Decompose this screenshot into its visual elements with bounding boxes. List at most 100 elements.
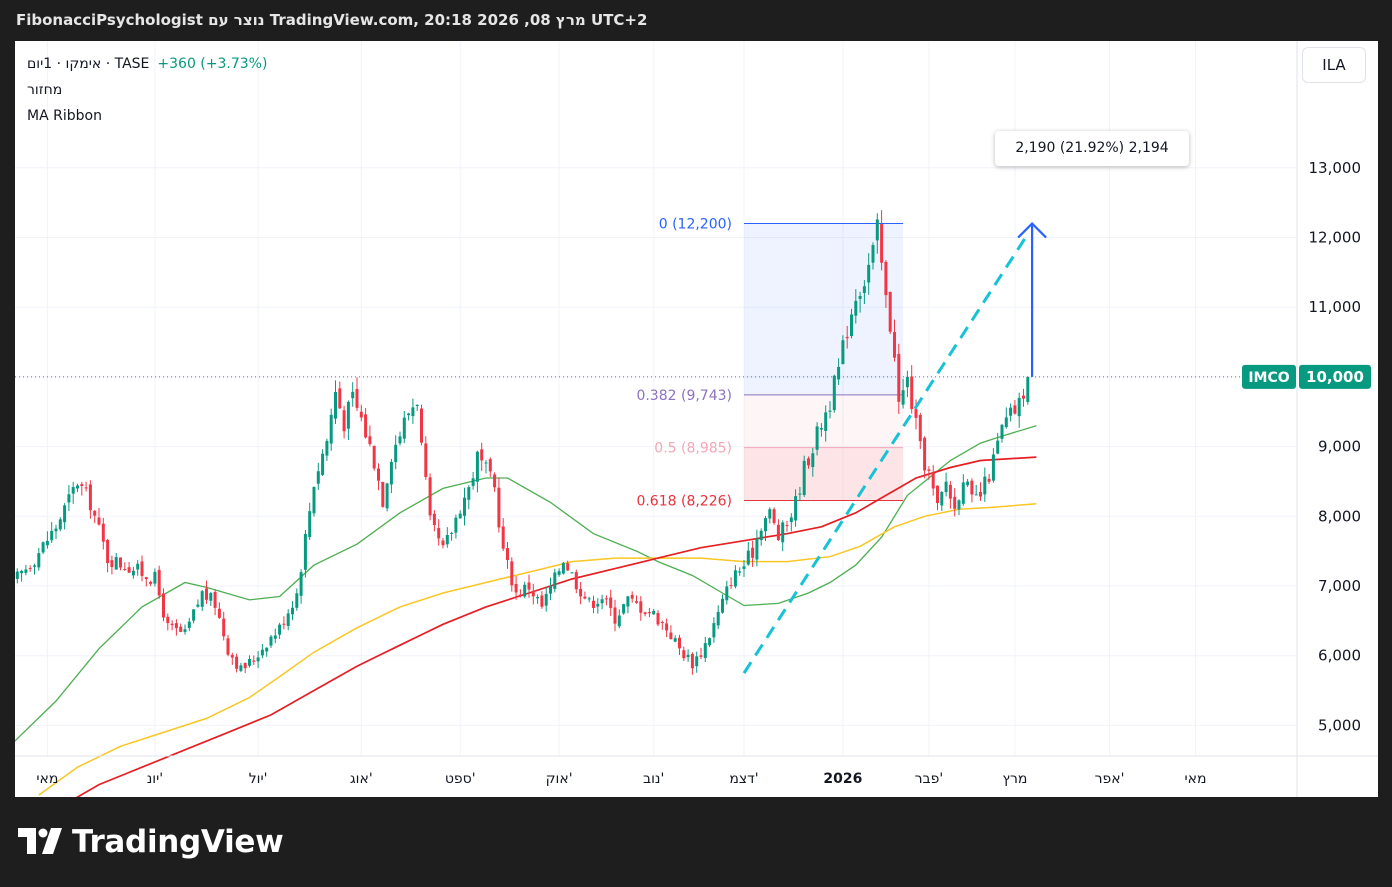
time-tick-label: יול' (249, 771, 268, 787)
candle-body (28, 568, 32, 570)
candle-body (260, 649, 264, 656)
legend-indicator[interactable]: MA Ribbon (27, 108, 102, 124)
candle (308, 502, 312, 541)
candle (781, 520, 785, 552)
candle (303, 530, 307, 578)
candle-body (153, 571, 157, 584)
candle-body (549, 586, 552, 594)
candle-body (222, 618, 226, 637)
candle-body (174, 623, 178, 629)
candle-body (824, 412, 828, 431)
candle (359, 404, 363, 422)
candle (407, 412, 411, 421)
candle-body (226, 638, 230, 655)
fib-level-label: 0.382 (9,743) (636, 388, 732, 404)
candle-body (63, 505, 67, 523)
candle-body (342, 410, 346, 432)
candle-body (811, 453, 815, 468)
candle (106, 538, 110, 573)
candle-body (1013, 405, 1017, 414)
candle (76, 483, 79, 493)
candle (665, 618, 669, 638)
candle (617, 609, 621, 629)
candle-body (303, 533, 307, 570)
currency-button[interactable]: ILA (1302, 47, 1366, 83)
time-tick-label: אפר' (1095, 771, 1125, 787)
candle-body (127, 567, 131, 573)
chart-legend: אימקו · 1יום · TASE +360 (+3.73%) מחזור M… (27, 55, 267, 133)
candle-body (484, 462, 488, 464)
candle (510, 557, 514, 592)
candle (450, 531, 454, 541)
candle-body (157, 569, 161, 596)
grid-lines (15, 41, 1297, 756)
chart-frame[interactable]: 0 (12,200) 0.382 (9,743) 0.5 (8,985) 0.618 … (15, 41, 1378, 797)
candle-body (587, 598, 591, 600)
candle-body (432, 513, 436, 525)
candle-body (114, 557, 118, 570)
fibonacci-retracement[interactable]: 0 (12,200) 0.382 (9,743) 0.5 (8,985) 0.618 … (636, 217, 904, 510)
candle-body (1009, 407, 1013, 416)
candle (570, 572, 574, 574)
candle-body (428, 477, 432, 516)
candle-body (536, 596, 540, 599)
trend-line[interactable] (742, 233, 1030, 674)
candle-body (71, 487, 75, 494)
measure-arrow-head[interactable] (1017, 222, 1047, 239)
candle-body (772, 509, 776, 523)
candle-body (24, 569, 28, 573)
candle (974, 484, 978, 496)
candle-body (467, 487, 471, 500)
price-measure[interactable] (1017, 222, 1047, 377)
candle-body (652, 610, 656, 615)
candle-body (183, 629, 187, 632)
candle (33, 563, 36, 575)
fib-zone (744, 447, 904, 501)
candle (527, 574, 531, 598)
time-tick-label: מאי (1185, 771, 1207, 787)
candle (785, 520, 789, 532)
candle-body (162, 593, 165, 618)
candle (673, 635, 677, 643)
candle (200, 589, 204, 611)
candle (140, 555, 144, 582)
candle (71, 481, 75, 504)
legend-symbol[interactable]: אימקו · 1יום · TASE (27, 56, 150, 72)
candle-body (665, 623, 669, 631)
candle (643, 611, 647, 617)
candle (50, 522, 54, 543)
candle (901, 378, 905, 409)
candle (884, 260, 888, 308)
candle (299, 569, 303, 604)
candle-body (678, 637, 681, 649)
candle (428, 473, 432, 521)
legend-volume[interactable]: מחזור (27, 82, 63, 98)
candle-body (269, 636, 273, 646)
candle (729, 577, 733, 589)
candle-body (802, 460, 806, 496)
trend-dashed-line[interactable] (742, 233, 1030, 674)
candle (897, 343, 901, 414)
candle (523, 581, 527, 599)
candle (699, 647, 703, 660)
candle (239, 662, 243, 673)
candle-body (1022, 395, 1025, 399)
candle-body (905, 376, 909, 388)
candle-body (845, 336, 849, 339)
candle (953, 488, 957, 517)
candle-body (557, 571, 561, 575)
price-chart[interactable]: 0 (12,200) 0.382 (9,743) 0.5 (8,985) 0.618 … (15, 41, 1378, 797)
candle (149, 580, 153, 587)
candle (45, 531, 49, 549)
candle-body (987, 478, 991, 482)
candle-body (458, 513, 462, 519)
candle (286, 609, 290, 631)
candle (144, 576, 148, 587)
candle-body (566, 563, 570, 571)
candle (893, 319, 896, 362)
legend-symbol-row[interactable]: אימקו · 1יום · TASE +360 (+3.73%) (27, 55, 267, 81)
candle (260, 643, 264, 659)
candle (316, 462, 320, 490)
candle (759, 528, 763, 546)
candle-body (837, 366, 841, 380)
